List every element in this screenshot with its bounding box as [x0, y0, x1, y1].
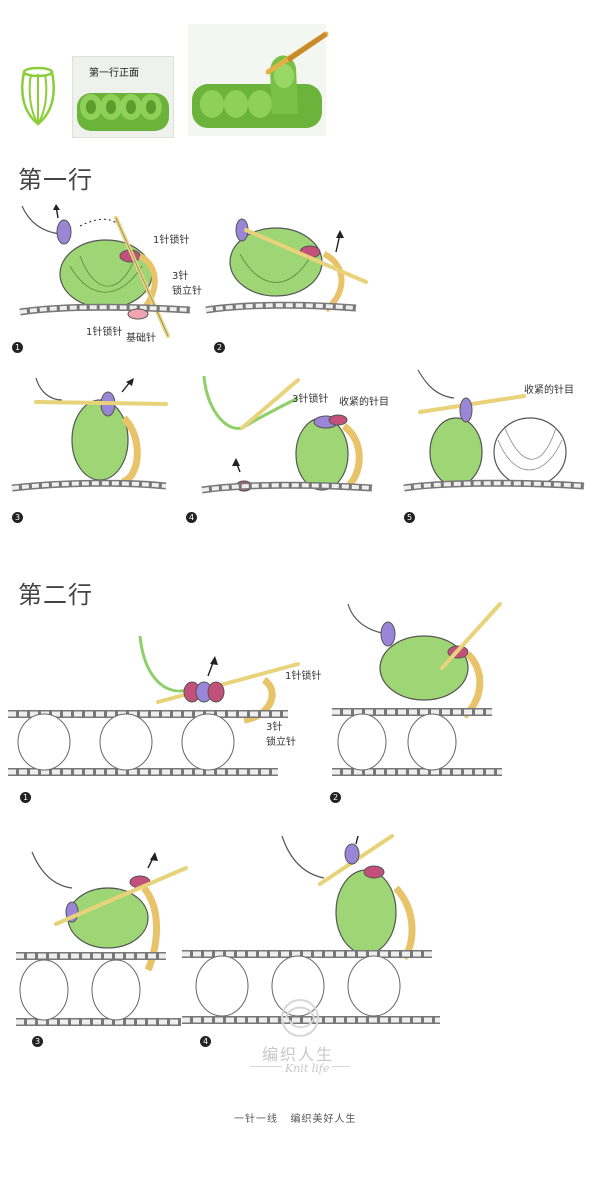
row1-step4-diagram	[201, 375, 373, 494]
row2-title: 第二行	[18, 581, 93, 609]
swatch-yarn-illustration	[77, 93, 169, 131]
row1-step1-number: 1	[12, 342, 23, 353]
yarn-ball-logo-icon	[281, 999, 319, 1037]
photo-caption: 第一行正面	[89, 68, 139, 79]
row2-step4-number: 4	[200, 1036, 211, 1047]
row1-step2-diagram	[205, 218, 368, 314]
row1-step3-number: 3	[12, 512, 23, 523]
row1-step4-label-tighten: 收紧的针目	[339, 397, 389, 408]
row1-step4-number: 4	[186, 512, 197, 523]
row1-step1-label-ch1: 1针锁针	[153, 235, 190, 246]
swatch-hook-illustration	[192, 31, 329, 128]
row1-step1-label-ch1b: 1针锁针	[86, 327, 123, 338]
footer-slogan: 一针一线 编织美好人生	[234, 1114, 357, 1125]
row1-step3-diagram	[11, 377, 168, 492]
row1-step1-label-base: 基础针	[126, 333, 156, 344]
row1-step2-number: 2	[214, 342, 225, 353]
watermark-cn: 编织人生	[262, 1045, 335, 1064]
row1-step1-diagram	[19, 204, 191, 338]
row1-title: 第一行	[18, 166, 93, 194]
puff-stitch-icon	[21, 66, 55, 126]
swatch-photo-front: 第一行正面	[72, 56, 174, 138]
row1-step4-label-ch3: 3针锁针	[292, 394, 329, 405]
row2-step3-number: 3	[32, 1036, 43, 1047]
row2-step3-diagram	[16, 851, 188, 1026]
row2-step2-number: 2	[330, 792, 341, 803]
row1-step1-label-ch3: 3针 锁立针	[172, 271, 202, 297]
row1-step5-label-tighten: 收紧的针目	[524, 385, 574, 396]
row2-step1-label-ch3: 3针 锁立针	[266, 722, 296, 748]
row2-step2-diagram	[332, 602, 502, 776]
row2-step1-label-ch1: 1针锁针	[285, 671, 322, 682]
row1-step5-diagram	[403, 369, 585, 492]
watermark-en: Knit life	[282, 1062, 333, 1075]
swatch-photo-hook	[188, 24, 329, 136]
row2-step1-number: 1	[20, 792, 31, 803]
row2-step4-diagram	[182, 834, 440, 1024]
row1-step5-number: 5	[404, 512, 415, 523]
row2-step1-diagram	[8, 635, 300, 776]
